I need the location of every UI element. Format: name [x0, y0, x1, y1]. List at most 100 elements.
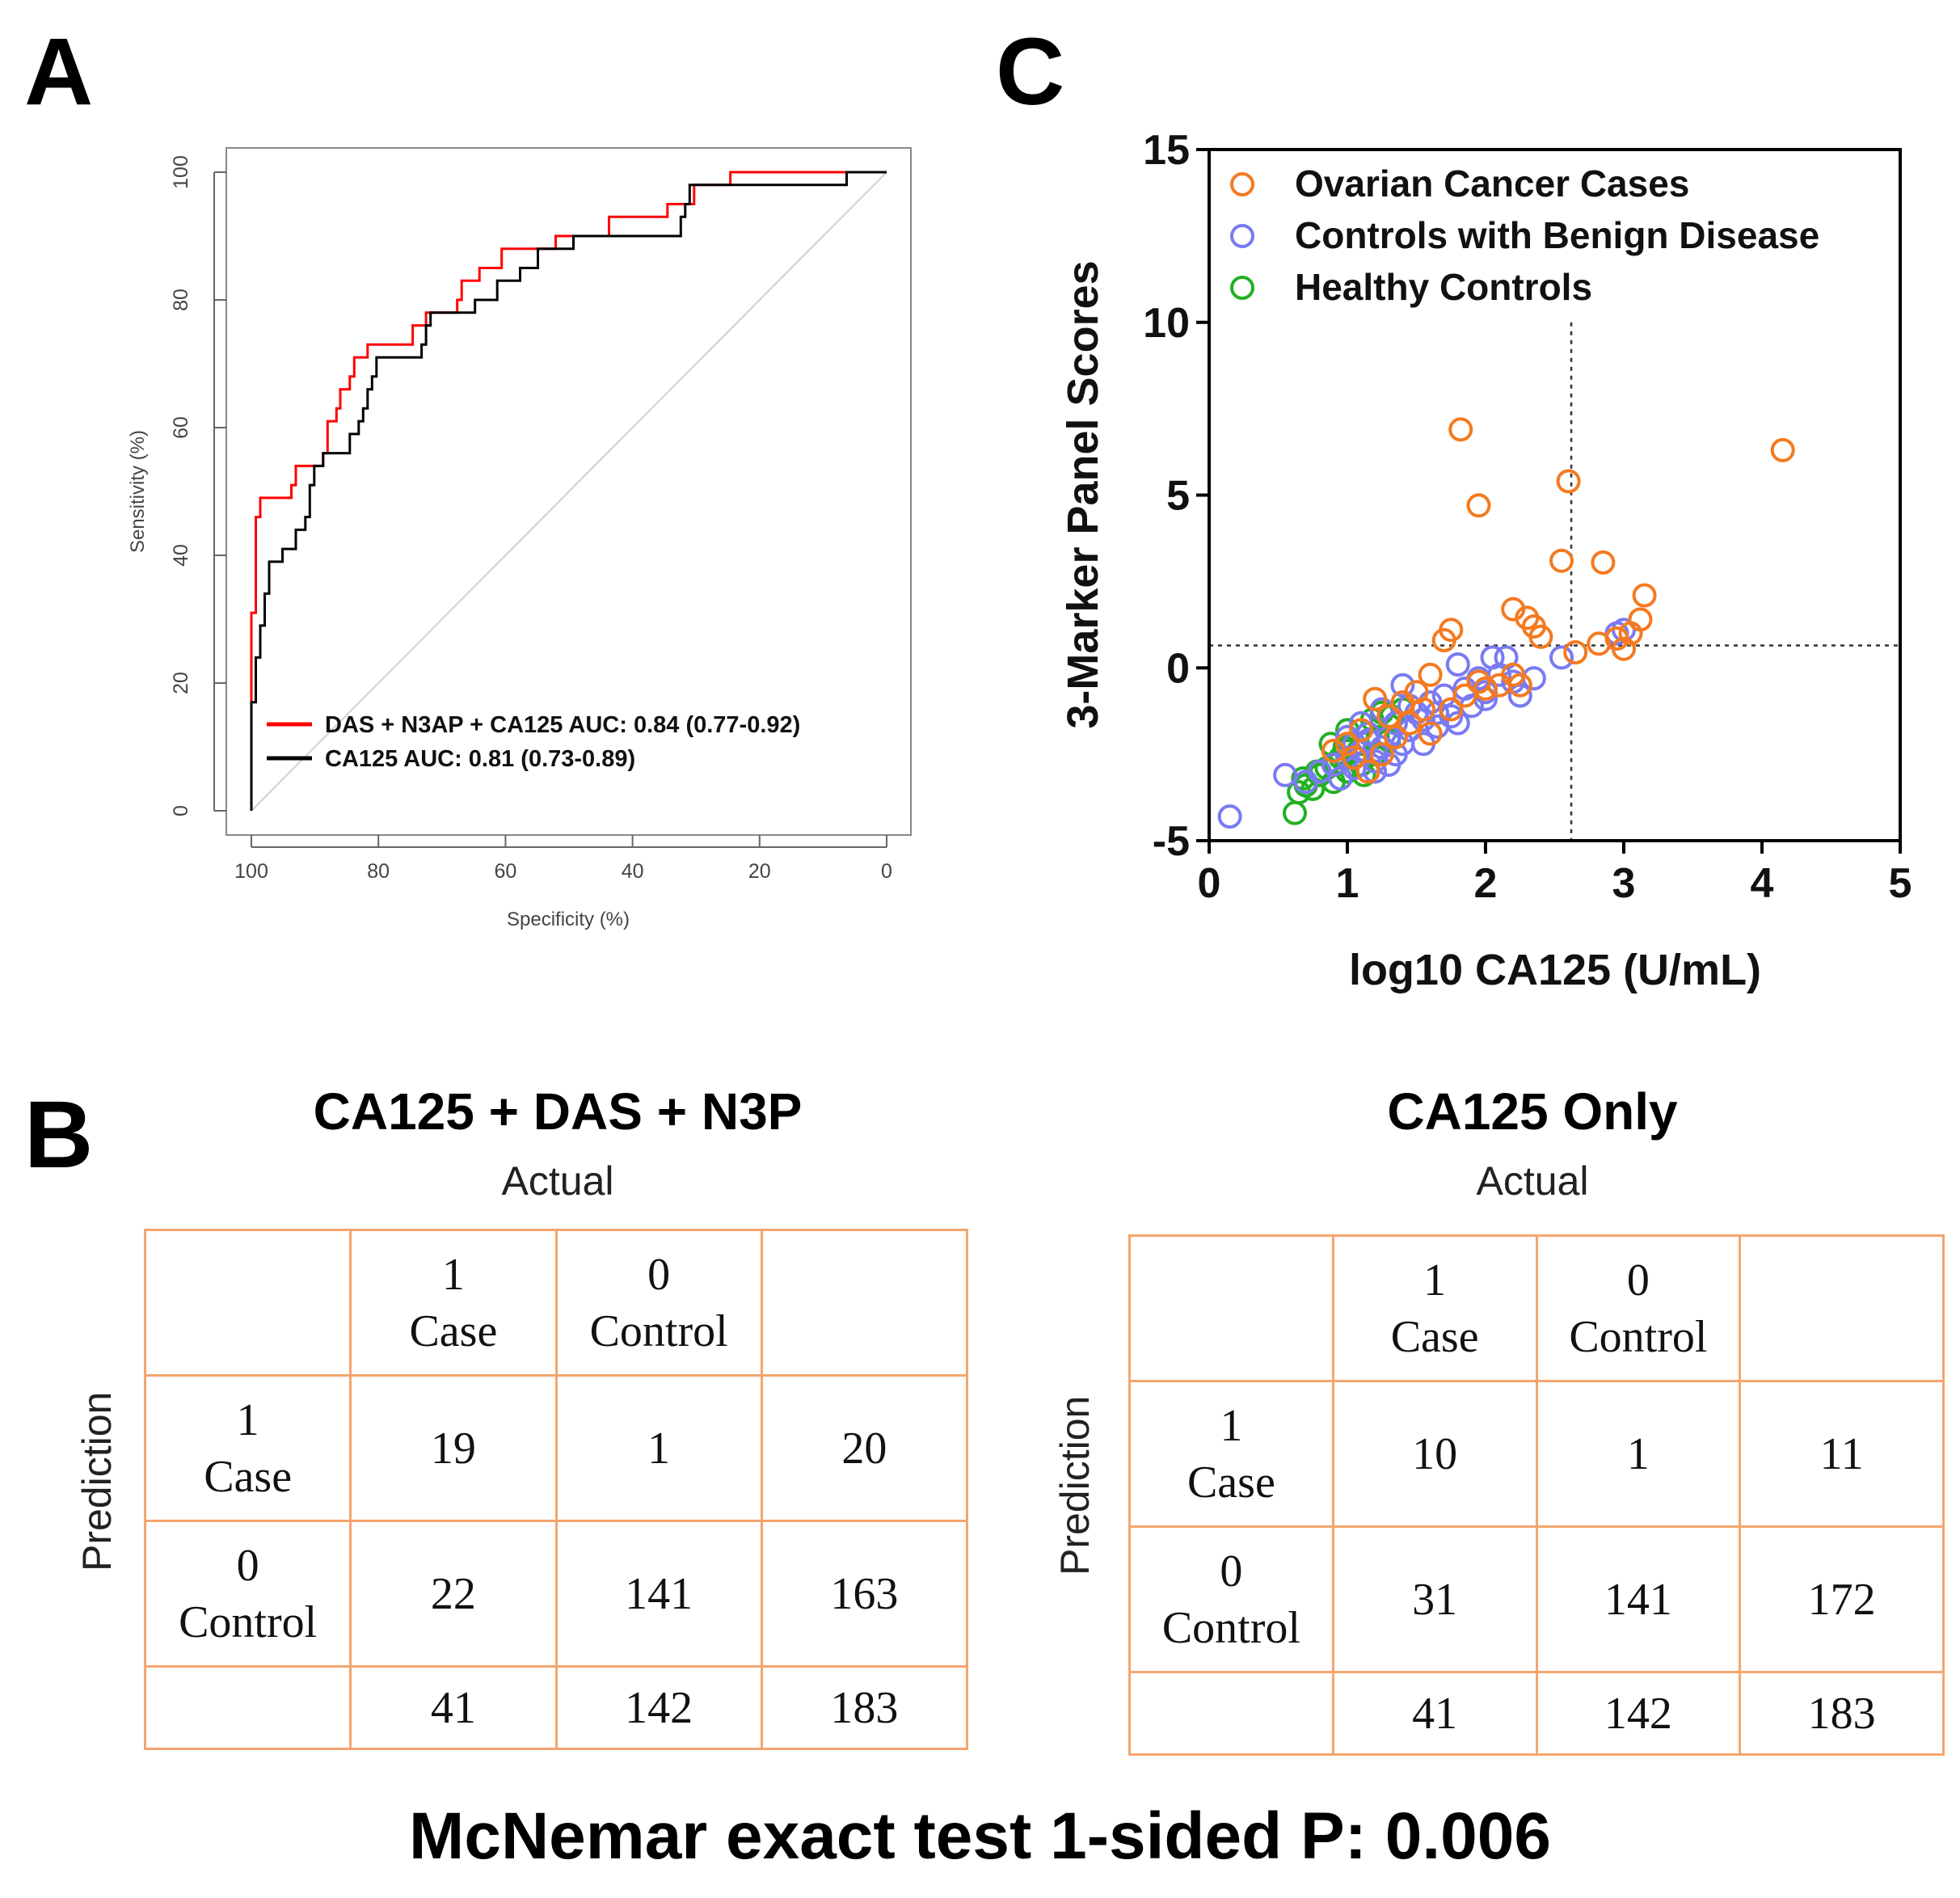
- table-cell: 20: [760, 1374, 969, 1522]
- scatter-point: [1452, 683, 1477, 708]
- table-cell: 183: [760, 1665, 969, 1750]
- scatter-threshold-lines: [1209, 322, 1900, 841]
- panel-letter-a: A: [24, 19, 94, 125]
- mcnemar-test-result: McNemar exact test 1-sided P: 0.006: [409, 1799, 1551, 1873]
- table-left-title: CA125 + DAS + N3P: [313, 1082, 803, 1141]
- roc-curve-0: [250, 171, 887, 702]
- roc-curve-1: [250, 171, 887, 811]
- scatter-point: [1466, 493, 1491, 518]
- scatter-point: [1383, 742, 1408, 767]
- table-cell: [143, 1229, 352, 1377]
- scatter-point: [1418, 662, 1443, 687]
- table-cell: 10: [1331, 1380, 1538, 1528]
- scatter-x-tick-label: 1: [1336, 860, 1359, 907]
- roc-legend: DAS + N3AP + CA125 AUC: 0.84 (0.77-0.92)…: [267, 712, 800, 772]
- scatter-point: [1390, 690, 1415, 715]
- table-cell: 1: [1535, 1380, 1742, 1528]
- scatter-point: [1587, 631, 1612, 656]
- scatter-point: [1376, 704, 1402, 729]
- roc-y-tick-label: 20: [170, 672, 192, 694]
- table-row: 0 Control 22 141 163: [143, 1520, 969, 1668]
- scatter-legend-label-benign: Controls with Benign Disease: [1295, 214, 1819, 256]
- roc-y-tick-label: 0: [170, 805, 192, 816]
- scatter-point: [1335, 732, 1359, 757]
- panel-letter-b: B: [24, 1082, 94, 1188]
- table-cell: 142: [1535, 1671, 1742, 1756]
- scatter-point: [1355, 759, 1380, 784]
- scatter-point: [1273, 762, 1298, 787]
- scatter-point: [1618, 621, 1643, 646]
- scatter-point: [1397, 711, 1422, 736]
- scatter-y-label: 3-Marker Panel Scores: [1059, 260, 1107, 728]
- scatter-x-tick-label: 0: [1198, 860, 1221, 907]
- table-cell: 1: [554, 1374, 763, 1522]
- scatter-point: [1445, 711, 1470, 736]
- table-cell: 31: [1331, 1525, 1538, 1673]
- roc-y-tick-label: 80: [170, 289, 192, 311]
- scatter-point: [1321, 738, 1346, 763]
- scatter-point: [1418, 721, 1443, 746]
- scatter-point: [1549, 548, 1574, 573]
- table-cell: 163: [760, 1520, 969, 1668]
- scatter-point: [1448, 417, 1473, 442]
- table-cell: 22: [349, 1520, 558, 1668]
- roc-legend-label-ca125: CA125 AUC: 0.81 (0.73-0.89): [325, 746, 635, 772]
- scatter-legend-marker-healthy: [1230, 276, 1254, 300]
- roc-y-tick-label: 60: [170, 416, 192, 439]
- scatter-point: [1383, 711, 1408, 736]
- scatter-point: [1328, 766, 1353, 791]
- table-header-row: 1 Case 0 Control: [1128, 1234, 1945, 1382]
- table-cell: 1 Case: [1331, 1234, 1538, 1382]
- roc-x-tick-label: 100: [234, 860, 268, 883]
- scatter-point: [1217, 804, 1242, 829]
- scatter-point: [1473, 676, 1498, 701]
- scatter-x-label: log10 CA125 (U/mL): [1349, 946, 1761, 994]
- panel-letter-c: C: [996, 19, 1065, 125]
- table-cell: 1 Case: [1128, 1380, 1334, 1528]
- table-cell: 0 Control: [1128, 1525, 1334, 1673]
- scatter-y-axis: -5 0 5 10 15: [1143, 127, 1209, 865]
- table-header-row: 1 Case 0 Control: [143, 1229, 969, 1377]
- scatter-x-tick-label: 5: [1889, 860, 1912, 907]
- roc-chart: 100 80 60 40 20 0 0 20 40 60 80 100 Specificity (%…: [127, 147, 912, 930]
- roc-x-tick-label: 0: [881, 860, 892, 883]
- scatter-point: [1349, 718, 1374, 743]
- scatter-y-tick-label: 0: [1166, 645, 1190, 692]
- table-cell: 183: [1739, 1671, 1945, 1756]
- table-cell: [1739, 1234, 1945, 1382]
- roc-y-tick-label: 40: [170, 544, 192, 567]
- scatter-y-tick-label: 5: [1166, 473, 1190, 520]
- scatter-point: [1770, 437, 1795, 462]
- scatter-y-tick-label: 15: [1143, 127, 1190, 174]
- scatter-x-tick-label: 4: [1751, 860, 1774, 907]
- table-row: 0 Control 31 141 172: [1128, 1525, 1945, 1673]
- table-cell: 11: [1739, 1380, 1945, 1528]
- confusion-matrix-left: 1 Case 0 Control 1 Case 19 1 20 0 Control 22 141 163 4…: [143, 1229, 969, 1750]
- scatter-x-tick-label: 3: [1612, 860, 1636, 907]
- roc-x-tick-label: 20: [748, 860, 771, 883]
- scatter-point: [1307, 759, 1332, 784]
- table-cell: 0 Control: [143, 1520, 352, 1668]
- roc-legend-label-combined: DAS + N3AP + CA125 AUC: 0.84 (0.77-0.92): [325, 712, 800, 738]
- scatter-point: [1363, 686, 1388, 711]
- table-cell: 141: [1535, 1525, 1742, 1673]
- table-row: 1 Case 10 1 11: [1128, 1380, 1945, 1528]
- scatter-legend-label-healthy: Healthy Controls: [1295, 266, 1592, 308]
- table-cell: 41: [349, 1665, 558, 1750]
- scatter-point: [1383, 724, 1408, 749]
- scatter-point: [1390, 673, 1415, 698]
- table-cell: 41: [1331, 1671, 1538, 1756]
- roc-series: [250, 171, 887, 812]
- roc-x-tick-label: 80: [367, 860, 390, 883]
- scatter-point: [1466, 669, 1491, 694]
- table-cell: 1 Case: [349, 1229, 558, 1377]
- roc-y-axis: 0 20 40 60 80 100: [170, 155, 226, 816]
- table-cell: 1 Case: [143, 1374, 352, 1522]
- scatter-points: [1217, 417, 1795, 829]
- table-right-prediction-label: Prediction: [1052, 1395, 1098, 1575]
- table-cell: 19: [349, 1374, 558, 1522]
- scatter-point: [1335, 724, 1359, 749]
- scatter-point: [1342, 745, 1367, 770]
- scatter-point: [1445, 652, 1470, 677]
